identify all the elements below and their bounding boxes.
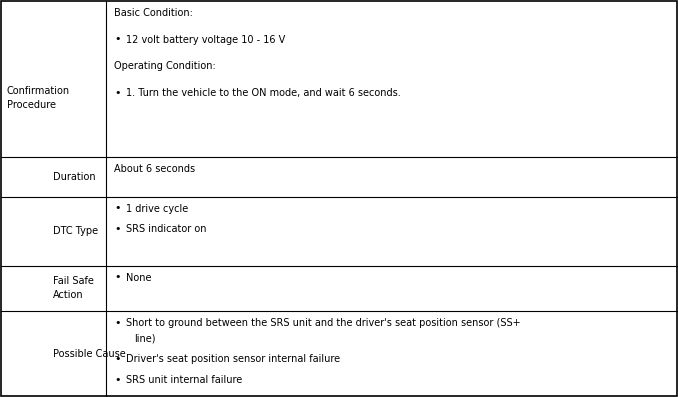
Text: •: •: [115, 88, 121, 98]
Text: SRS indicator on: SRS indicator on: [126, 224, 206, 234]
Text: •: •: [115, 203, 121, 213]
Text: Operating Condition:: Operating Condition:: [114, 62, 216, 71]
Text: About 6 seconds: About 6 seconds: [114, 164, 195, 174]
Text: Driver's seat position sensor internal failure: Driver's seat position sensor internal f…: [126, 354, 340, 364]
Text: Duration: Duration: [54, 172, 96, 182]
Text: Confirmation
Procedure: Confirmation Procedure: [7, 86, 70, 110]
Text: •: •: [115, 354, 121, 364]
Text: line): line): [134, 333, 155, 343]
Text: •: •: [115, 375, 121, 385]
Text: •: •: [115, 224, 121, 234]
Text: Basic Condition:: Basic Condition:: [114, 8, 193, 18]
Text: Fail Safe
Action: Fail Safe Action: [54, 276, 94, 301]
Text: 1 drive cycle: 1 drive cycle: [126, 204, 188, 214]
Text: Short to ground between the SRS unit and the driver's seat position sensor (SS+: Short to ground between the SRS unit and…: [126, 318, 521, 328]
Text: Possible Cause: Possible Cause: [54, 349, 126, 358]
Text: DTC Type: DTC Type: [54, 226, 98, 236]
Text: •: •: [115, 318, 121, 328]
Text: 12 volt battery voltage 10 - 16 V: 12 volt battery voltage 10 - 16 V: [126, 35, 285, 45]
Text: None: None: [126, 273, 151, 283]
Text: 1. Turn the vehicle to the ON mode, and wait 6 seconds.: 1. Turn the vehicle to the ON mode, and …: [126, 88, 401, 98]
Text: •: •: [115, 272, 121, 282]
Text: •: •: [115, 35, 121, 44]
Text: SRS unit internal failure: SRS unit internal failure: [126, 375, 242, 385]
